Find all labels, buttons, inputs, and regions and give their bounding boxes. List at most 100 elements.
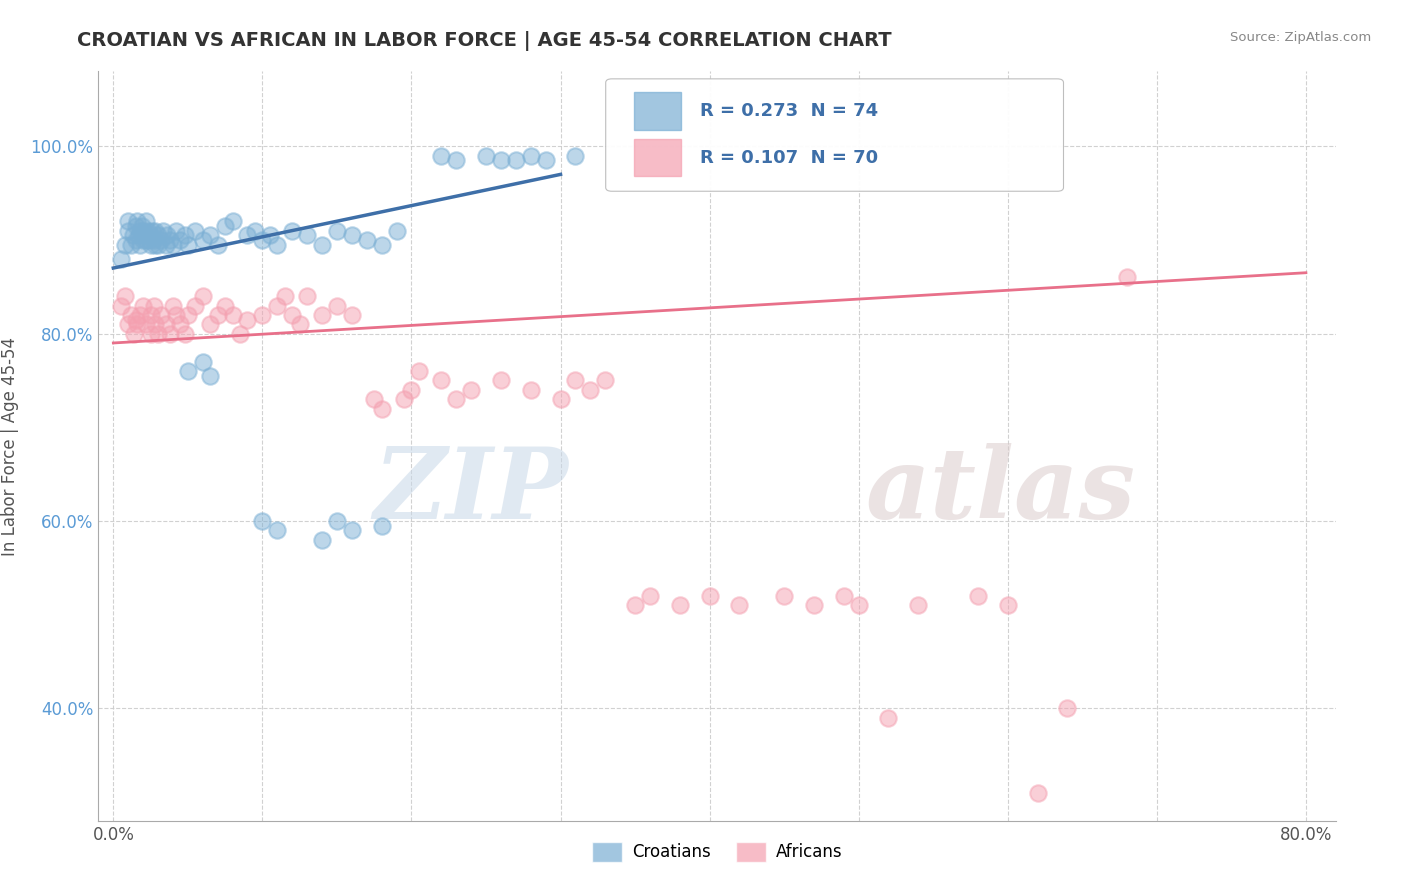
Point (252, 233, 274, 247)
Point (967, 589, 990, 603)
Point (114, 289, 136, 303)
Point (229, 326, 252, 341)
Point (143, 237, 166, 252)
Point (385, 224, 408, 238)
Y-axis label: In Labor Force | Age 45-54: In Labor Force | Age 45-54 (1, 336, 20, 556)
Point (274, 289, 297, 303)
Point (155, 318, 177, 332)
Point (159, 233, 181, 247)
Point (326, 299, 349, 313)
Point (135, 214, 157, 228)
Point (326, 514, 349, 528)
Point (593, 374, 616, 388)
Point (125, 312, 148, 326)
Point (803, 599, 825, 613)
Point (177, 308, 200, 322)
Point (259, 228, 281, 243)
Point (139, 228, 162, 243)
Point (156, 228, 179, 243)
Point (135, 318, 157, 332)
Point (266, 299, 288, 313)
Point (266, 237, 288, 252)
Point (155, 237, 177, 252)
Text: R = 0.273  N = 74: R = 0.273 N = 74 (700, 102, 877, 120)
Point (311, 237, 333, 252)
Point (173, 326, 195, 341)
Point (252, 514, 274, 528)
Point (117, 224, 139, 238)
Point (311, 308, 333, 322)
Point (165, 224, 187, 238)
Point (281, 224, 304, 238)
Point (121, 228, 143, 243)
Point (152, 224, 174, 238)
Point (832, 589, 855, 603)
Point (127, 318, 149, 332)
Point (430, 149, 453, 163)
Point (1056, 701, 1078, 715)
Point (138, 233, 160, 247)
Bar (634, 93, 681, 130)
Point (129, 308, 152, 322)
Point (460, 383, 482, 397)
Point (356, 233, 378, 247)
Point (139, 237, 162, 252)
Point (110, 299, 132, 313)
Point (392, 392, 415, 407)
Point (117, 214, 139, 228)
Point (1116, 270, 1139, 285)
Point (134, 228, 156, 243)
Point (132, 233, 155, 247)
Point (370, 518, 392, 533)
Point (177, 364, 200, 378)
Point (340, 228, 363, 243)
Point (550, 392, 572, 407)
Text: CROATIAN VS AFRICAN IN LABOR FORCE | AGE 45-54 CORRELATION CHART: CROATIAN VS AFRICAN IN LABOR FORCE | AGE… (77, 31, 891, 51)
FancyBboxPatch shape (606, 78, 1063, 191)
Point (579, 383, 602, 397)
Point (907, 599, 929, 613)
Point (146, 326, 169, 341)
Point (281, 308, 304, 322)
Point (200, 368, 222, 383)
Point (131, 219, 153, 233)
Point (142, 299, 165, 313)
Point (370, 237, 392, 252)
Point (125, 219, 148, 233)
Text: Source: ZipAtlas.com: Source: ZipAtlas.com (1230, 31, 1371, 45)
Point (117, 318, 139, 332)
Point (877, 710, 900, 724)
Point (200, 228, 222, 243)
Point (848, 599, 870, 613)
Point (146, 228, 169, 243)
Point (363, 392, 385, 407)
Point (110, 252, 132, 266)
Point (136, 224, 159, 238)
Point (165, 308, 187, 322)
Point (162, 299, 184, 313)
Point (162, 237, 184, 252)
Legend: Croatians, Africans: Croatians, Africans (585, 835, 849, 869)
Point (401, 383, 423, 397)
Point (505, 153, 527, 168)
Point (430, 374, 453, 388)
Point (150, 233, 173, 247)
Point (221, 308, 243, 322)
Point (326, 224, 349, 238)
Point (191, 355, 214, 369)
Point (214, 299, 236, 313)
Point (699, 589, 721, 603)
Point (489, 374, 512, 388)
Point (311, 533, 333, 547)
Point (207, 308, 229, 322)
Bar (634, 139, 681, 177)
Point (773, 589, 796, 603)
Point (142, 233, 165, 247)
Point (169, 318, 191, 332)
Point (143, 224, 166, 238)
Point (191, 289, 214, 303)
Point (728, 599, 751, 613)
Point (141, 224, 163, 238)
Point (150, 308, 173, 322)
Point (519, 149, 541, 163)
